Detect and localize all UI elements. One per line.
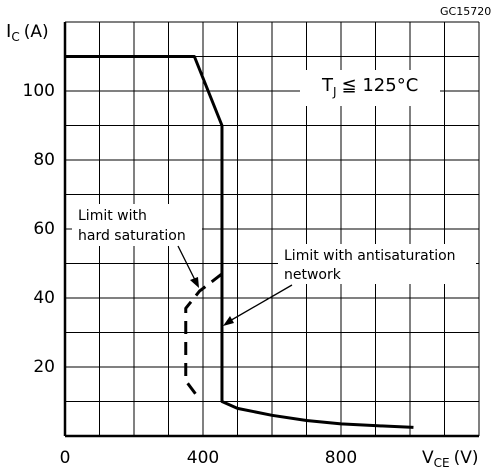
y-tick-label: 60: [33, 219, 55, 239]
line-series: [65, 55, 414, 429]
xlabel-bg: [400, 442, 494, 472]
x-axis-label: VCE (V): [422, 448, 479, 470]
y-axis-label: IC (A): [6, 21, 49, 44]
x-tick-label: 400: [187, 448, 219, 468]
y-tick-label: 40: [33, 288, 55, 308]
annotation: hard saturation: [78, 228, 186, 244]
line-series: [184, 272, 223, 396]
x-tick-label: 800: [325, 448, 357, 468]
y-tick-label: 80: [33, 150, 55, 170]
x-tick-label: 0: [60, 448, 71, 468]
condition: TJ ≦ 125°C: [321, 75, 418, 99]
annotation: Limit with antisaturation: [284, 248, 456, 264]
annotation: network: [284, 267, 342, 283]
arrow-head: [190, 277, 199, 288]
marks: [65, 55, 414, 429]
arrow-head: [223, 316, 234, 326]
annotation-bg: [72, 204, 202, 246]
condition-bg: [300, 70, 440, 106]
leader-line: [177, 245, 197, 283]
y-tick-label: 100: [23, 81, 55, 101]
figure-code: GC15720: [440, 5, 491, 18]
y-tick-label: 20: [33, 357, 55, 377]
annotation: Limit with: [78, 208, 147, 224]
annotation-bg: [278, 244, 476, 284]
leader-line: [227, 284, 293, 323]
